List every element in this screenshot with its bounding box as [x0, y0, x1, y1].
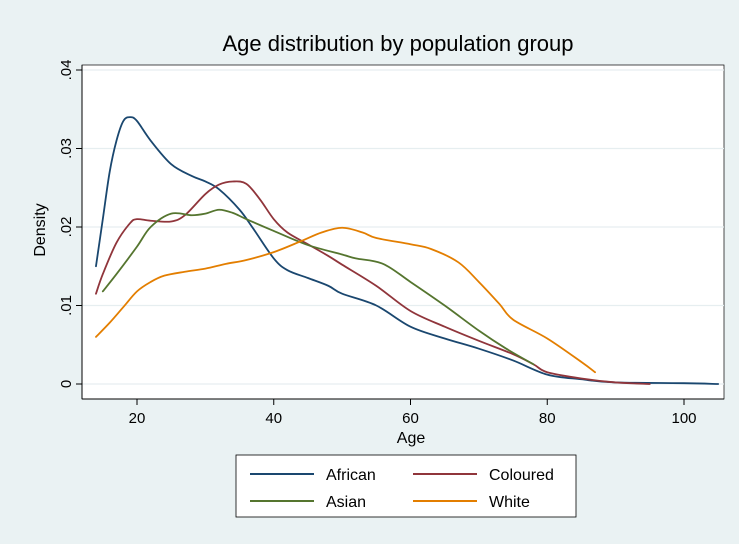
- legend-label-white: White: [489, 494, 530, 511]
- chart-title: Age distribution by population group: [222, 31, 573, 56]
- gridlines: [82, 69, 724, 385]
- y-tick-label: 0: [58, 380, 75, 388]
- y-tick-label: .01: [58, 295, 75, 316]
- legend-label-asian: Asian: [326, 494, 366, 511]
- legend-label-african: African: [326, 467, 376, 484]
- plot-area: [81, 64, 725, 400]
- series-line-african: [95, 116, 720, 385]
- x-axis-label: Age: [397, 430, 426, 447]
- y-axis: 0 .01 .02 .03 .04: [58, 60, 83, 399]
- legend: African Coloured Asian White: [235, 454, 577, 518]
- series-line-white: [95, 226, 597, 374]
- x-tick-label: 20: [129, 410, 146, 427]
- series-line-asian: [101, 208, 535, 366]
- x-tick-label: 80: [539, 410, 556, 427]
- x-tick-label: 40: [265, 410, 282, 427]
- x-tick-label: 100: [671, 410, 696, 427]
- x-axis: 20 40 60 80 100: [82, 398, 724, 427]
- x-tick-label: 60: [402, 410, 419, 427]
- y-tick-label: .04: [58, 60, 75, 81]
- series-lines: [95, 116, 720, 385]
- y-tick-label: .03: [58, 138, 75, 159]
- legend-box: [235, 454, 577, 518]
- y-tick-label: .02: [58, 217, 75, 238]
- y-axis-label: Density: [32, 203, 49, 256]
- legend-items: African Coloured Asian White: [250, 467, 554, 511]
- legend-label-coloured: Coloured: [489, 467, 554, 484]
